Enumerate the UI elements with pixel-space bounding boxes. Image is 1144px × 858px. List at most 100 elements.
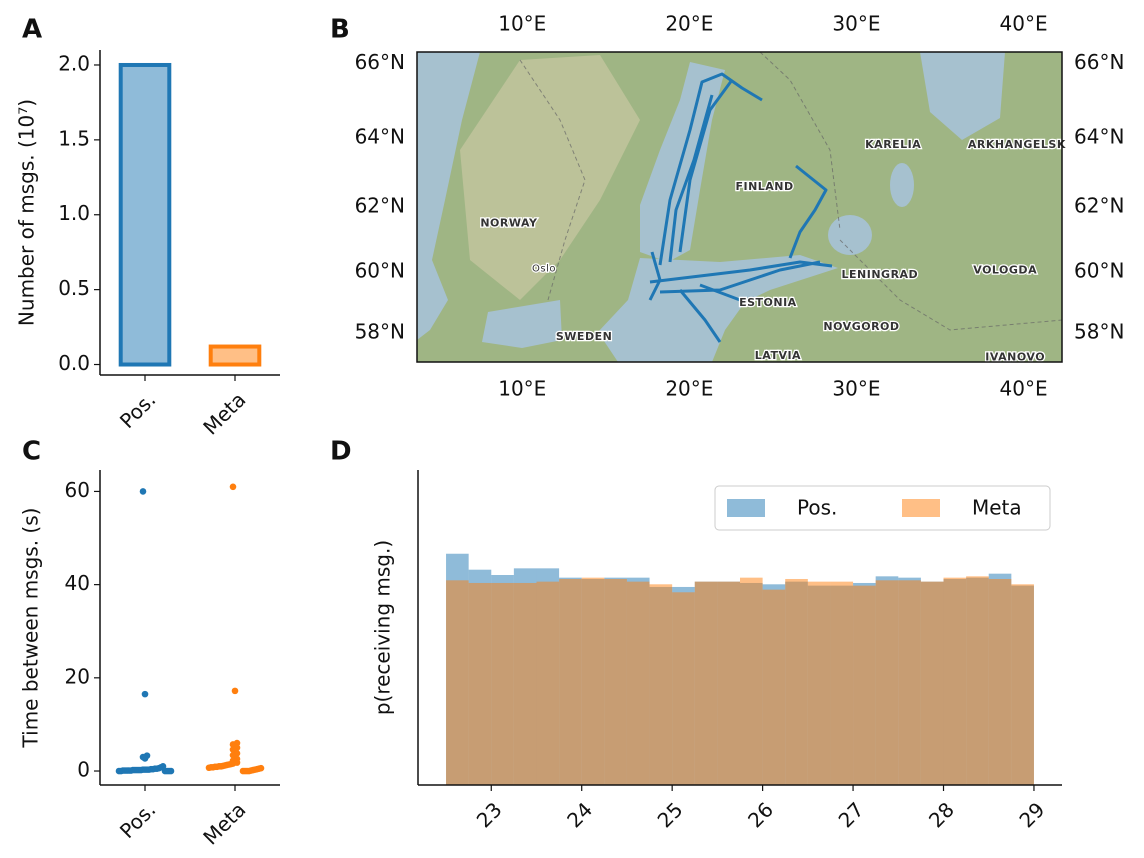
y-tick-label-right: 64°N [1074, 124, 1124, 148]
y-tick-label-left: 58°N [355, 319, 405, 343]
place-label: ARKHANGELSK [968, 138, 1066, 151]
histogram-bar [966, 576, 989, 785]
histogram-bar [491, 583, 514, 785]
bar [211, 347, 260, 365]
y-tick-label: 1.0 [58, 201, 90, 225]
y-tick-label-right: 62°N [1074, 194, 1124, 218]
histogram-bar [695, 582, 718, 785]
y-tick-label-left: 66°N [355, 50, 405, 74]
page: {"chart_data": [ {"type": "bar", "panel_… [0, 0, 1144, 858]
x-tick-label: Meta [198, 387, 250, 439]
x-tick-label-bottom: 40°E [1000, 377, 1048, 401]
legend-label: Meta [972, 496, 1022, 520]
panel-label: B [330, 15, 350, 45]
histogram-bar [853, 586, 876, 785]
place-label: LENINGRAD [842, 268, 919, 281]
y-tick-label-right: 66°N [1074, 50, 1124, 74]
point [162, 768, 169, 775]
y-tick-label-right: 58°N [1074, 319, 1124, 343]
place-label: KARELIA [865, 138, 921, 151]
x-tick-label-top: 20°E [665, 12, 713, 36]
place-label: LATVIA [755, 349, 801, 362]
x-tick-label: 29 [1014, 797, 1049, 832]
x-tick-label: Pos. [115, 387, 161, 433]
point [142, 755, 149, 762]
histogram-bar [898, 580, 921, 785]
x-tick-label: 25 [653, 797, 688, 832]
y-axis-label: Time between msgs. (s) [19, 508, 43, 749]
y-tick-label: 2.0 [58, 51, 90, 75]
point [116, 768, 123, 775]
x-tick-label: 24 [562, 797, 597, 832]
histogram-bar [808, 582, 831, 785]
histogram-bar [582, 578, 605, 785]
x-tick-label-bottom: 10°E [498, 377, 546, 401]
histogram-bar [627, 582, 650, 785]
place-label: NOVGOROD [823, 320, 899, 333]
legend-swatch [902, 499, 940, 517]
y-tick-label: 40 [65, 571, 90, 595]
y-tick-label-left: 62°N [355, 194, 405, 218]
y-tick-label: 20 [65, 664, 90, 688]
histogram-bar [785, 579, 808, 785]
point [206, 764, 213, 771]
x-tick-label: Pos. [115, 797, 161, 843]
histogram-bar [1011, 584, 1034, 785]
histogram-bar [921, 582, 944, 785]
x-tick-label: 23 [472, 797, 507, 832]
histogram-bar [944, 578, 967, 785]
histogram-bar [559, 579, 582, 785]
histogram-bar [876, 580, 899, 785]
point [230, 483, 237, 490]
histogram-bar [672, 592, 695, 785]
x-tick-label-bottom: 20°E [665, 377, 713, 401]
x-tick-label-top: 30°E [832, 12, 880, 36]
map-background [417, 52, 1062, 362]
x-tick-label: 27 [834, 797, 869, 832]
histogram-bar [717, 582, 740, 785]
histogram-bar [446, 580, 469, 785]
panel-label: A [22, 15, 42, 45]
histogram-bar [763, 590, 786, 785]
histogram-bar [989, 579, 1012, 785]
histogram-bar [650, 584, 673, 785]
histogram-bar [830, 582, 853, 785]
y-tick-label-left: 64°N [355, 124, 405, 148]
point [140, 488, 147, 495]
place-label: VOLOGDA [973, 263, 1037, 276]
histogram-bar [514, 583, 537, 785]
y-tick-label: 0.0 [58, 351, 90, 375]
histogram-bar [469, 583, 492, 785]
histogram-bar [604, 579, 627, 785]
panel-label: D [330, 437, 352, 467]
histogram-bar [536, 582, 559, 785]
y-axis-label: Number of msgs. (10⁷) [15, 99, 39, 326]
histogram-bar [740, 578, 763, 785]
x-tick-label-bottom: 30°E [832, 377, 880, 401]
place-label: Oslo [532, 264, 556, 275]
x-tick-label-top: 40°E [1000, 12, 1048, 36]
figure: A Pos. Meta 0.0 0.5 1.0 1.5 2.0 Number of msgs. … [0, 0, 1144, 858]
y-tick-label: 0 [77, 758, 90, 782]
x-tick-label: 26 [743, 797, 778, 832]
y-tick-label: 60 [65, 478, 90, 502]
y-tick-label: 0.5 [58, 276, 90, 300]
legend-swatch [727, 499, 765, 517]
bar [121, 65, 170, 365]
x-tick-label: 28 [924, 797, 959, 832]
place-label: FINLAND [735, 180, 793, 193]
place-label: NORWAY [480, 217, 538, 230]
x-tick-label: Meta [198, 797, 250, 849]
panel-label: C [22, 437, 41, 467]
y-axis-label: p(receiving msg.) [371, 540, 395, 715]
point [240, 768, 247, 775]
place-label: SWEDEN [556, 330, 612, 343]
x-tick-label-top: 10°E [498, 12, 546, 36]
place-label: ESTONIA [739, 296, 797, 309]
point [232, 688, 239, 695]
y-tick-label-left: 60°N [355, 258, 405, 282]
y-tick-label: 1.5 [58, 126, 90, 150]
y-tick-label-right: 60°N [1074, 258, 1124, 282]
legend-label: Pos. [797, 496, 837, 520]
point [142, 691, 149, 698]
